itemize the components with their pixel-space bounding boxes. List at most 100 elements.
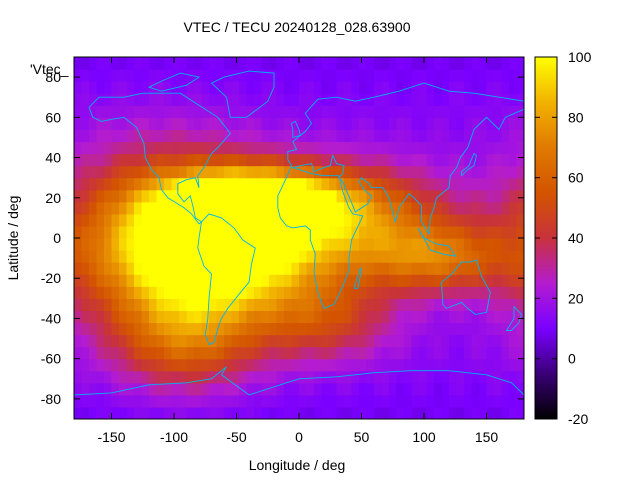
heatmap-cell [494, 406, 503, 419]
heatmap-cell [494, 81, 503, 94]
heatmap-cell [486, 177, 495, 191]
heatmap-cell [276, 346, 285, 360]
heatmap-cell [329, 57, 338, 70]
heatmap-cell [156, 225, 165, 239]
heatmap-cell [374, 177, 383, 191]
heatmap-cell [254, 177, 263, 191]
heatmap-cell [186, 153, 195, 167]
heatmap-cell [404, 129, 413, 143]
heatmap-cell [329, 141, 338, 155]
heatmap-cell [111, 262, 120, 275]
heatmap-cell [426, 238, 435, 251]
colorbar-tick-label: 20 [568, 290, 584, 306]
heatmap-cell [149, 189, 158, 203]
heatmap-cell [374, 69, 383, 82]
heatmap-cell [186, 334, 195, 348]
heatmap-cell [479, 213, 488, 227]
heatmap-cell [374, 382, 383, 396]
heatmap-cell [246, 213, 255, 227]
heatmap-cell [96, 406, 105, 419]
heatmap-cell [81, 382, 90, 396]
heatmap-cell [231, 81, 240, 94]
heatmap-cell [411, 189, 420, 203]
heatmap-cell [74, 334, 83, 348]
heatmap-cell [389, 322, 398, 336]
heatmap-cell [194, 57, 203, 70]
heatmap-cell [486, 153, 495, 167]
heatmap-cell [359, 177, 368, 191]
heatmap-cell [89, 57, 98, 70]
heatmap-cell [344, 238, 353, 251]
heatmap-cell [336, 238, 345, 251]
heatmap-cell [89, 105, 98, 118]
heatmap-cell [179, 298, 188, 311]
heatmap-cell [411, 57, 420, 70]
heatmap-cell [276, 250, 285, 263]
heatmap-cell [209, 189, 218, 203]
heatmap-cell [509, 141, 518, 155]
heatmap-cell [96, 250, 105, 263]
heatmap-cell [509, 177, 518, 191]
heatmap-cell [209, 382, 218, 396]
heatmap-cell [366, 165, 375, 179]
heatmap-cell [351, 189, 360, 203]
heatmap-cell [359, 370, 368, 384]
heatmap-cell [276, 262, 285, 275]
heatmap-cell [111, 189, 120, 203]
heatmap-cell [501, 394, 510, 408]
heatmap-cell [411, 81, 420, 94]
heatmap-cell [171, 322, 180, 336]
heatmap-cell [471, 189, 480, 203]
heatmap-cell [96, 225, 105, 239]
heatmap-cell [119, 370, 128, 384]
coastline-indonesia [417, 227, 457, 257]
heatmap-cell [231, 69, 240, 82]
heatmap-cell [254, 406, 263, 419]
heatmap-cell [419, 238, 428, 251]
heatmap-cell [216, 57, 225, 70]
heatmap-cell [464, 394, 473, 408]
heatmap-cell [509, 165, 518, 179]
heatmap-cell [291, 382, 300, 396]
heatmap-cell [209, 238, 218, 251]
heatmap-cell [404, 201, 413, 215]
heatmap-cell [164, 213, 173, 227]
heatmap-cell [516, 93, 524, 106]
heatmap-cell [471, 262, 480, 275]
heatmap-cell [329, 310, 338, 324]
heatmap-cell [344, 346, 353, 360]
heatmap-cell [426, 382, 435, 396]
heatmap-cell [126, 93, 135, 106]
heatmap-cell [314, 382, 323, 396]
heatmap-cell [74, 382, 83, 396]
heatmap-cell [149, 286, 158, 299]
heatmap-cell [456, 262, 465, 275]
heatmap-cell [111, 201, 120, 215]
heatmap-cell [344, 382, 353, 396]
heatmap-cell [314, 334, 323, 348]
heatmap-cell [389, 57, 398, 70]
heatmap-cell [194, 69, 203, 82]
heatmap-cell [111, 346, 120, 360]
heatmap-cell [509, 225, 518, 239]
heatmap-cell [216, 262, 225, 275]
heatmap-cell [426, 117, 435, 130]
heatmap-cell [449, 189, 458, 203]
heatmap-cell [494, 177, 503, 191]
heatmap-cell [231, 117, 240, 130]
heatmap-cell [201, 93, 210, 106]
heatmap-cell [179, 117, 188, 130]
heatmap-cell [419, 165, 428, 179]
heatmap-cell [89, 225, 98, 239]
heatmap-cell [404, 262, 413, 275]
heatmap-cell [186, 382, 195, 396]
heatmap-cell [314, 69, 323, 82]
heatmap-cell [141, 93, 150, 106]
heatmap-cell [194, 201, 203, 215]
heatmap-cell [321, 394, 330, 408]
heatmap-cell [486, 406, 495, 419]
heatmap-cell [389, 69, 398, 82]
heatmap-cell [306, 358, 315, 372]
heatmap-cell [426, 189, 435, 203]
heatmap-cell [306, 394, 315, 408]
